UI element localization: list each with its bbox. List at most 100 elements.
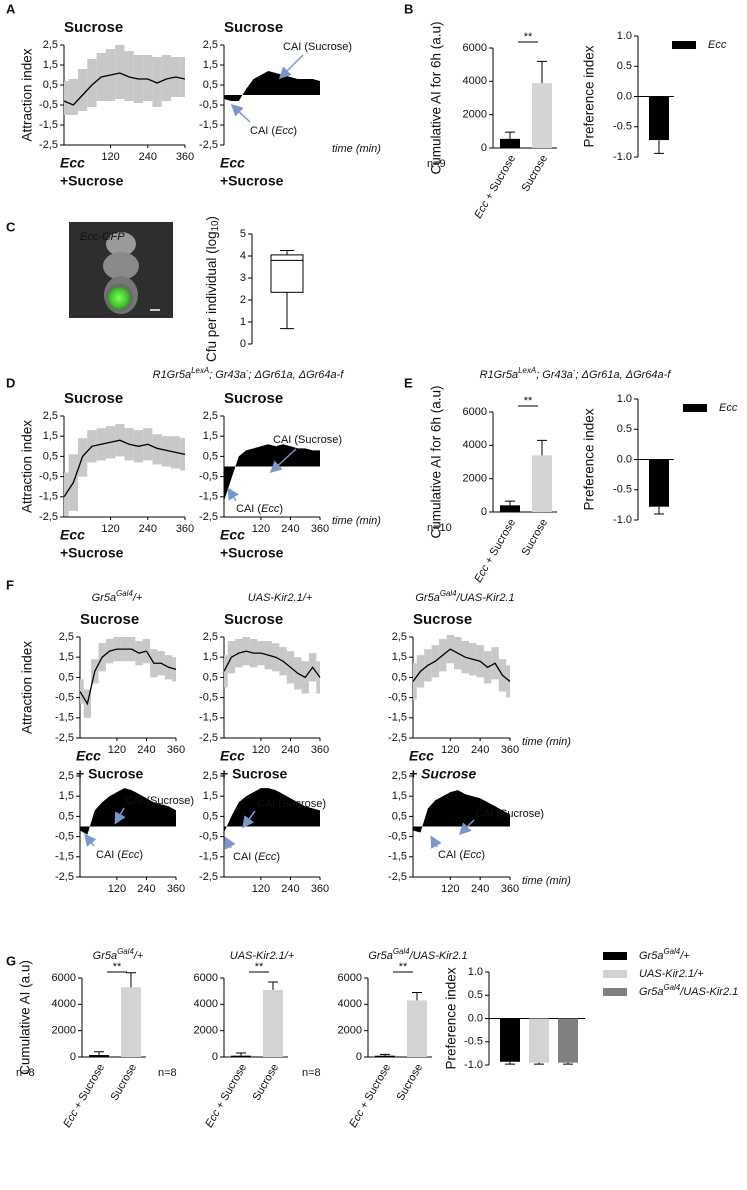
x-condition-label: +Sucrose <box>60 173 124 189</box>
x-tick-label: 240 <box>281 744 299 756</box>
annotation-part: CAI ( <box>250 125 275 137</box>
y-tick-label: 1.0 <box>468 966 483 978</box>
genotype-header-part: ; ΔGr61a, ΔGr64a-f <box>576 369 672 381</box>
genotype-header: R1Gr5aLexA; Gr43a-; ΔGr61a, ΔGr64a-f <box>480 366 672 381</box>
category-label: Sucrose <box>251 1062 282 1103</box>
genotype-header-part: Gr5a <box>368 950 392 962</box>
x-condition-label: + Sucrose <box>409 766 477 782</box>
y-tick-label: 2,5 <box>203 39 218 51</box>
legend-label: UAS-Kir2.1/+ <box>639 968 704 980</box>
y-tick-label: -2,5 <box>388 871 407 883</box>
x-tick-label: 360 <box>311 744 329 756</box>
legend-label-part: Ecc <box>719 402 738 414</box>
y-axis-label: Preference index <box>444 967 459 1069</box>
chart-title: Sucrose <box>224 611 283 628</box>
legend-label-part: Ecc <box>708 39 727 51</box>
y-tick-label: 4000 <box>463 75 487 87</box>
panel-label: F <box>6 577 14 592</box>
legend-label-part: /+ <box>679 950 690 962</box>
y-tick-label: -0,5 <box>388 692 407 704</box>
genotype-header-part: - <box>246 366 249 375</box>
bar <box>649 96 669 141</box>
y-tick-label: 2,5 <box>392 631 407 643</box>
genotype-header-part: LexA <box>518 366 536 375</box>
genotype-header-part: Gr5a <box>415 592 439 604</box>
mean-line <box>63 72 186 106</box>
annotation: CAI (Ecc) <box>438 849 485 861</box>
genotype-header-part: Gal4 <box>393 947 410 956</box>
bar <box>529 1018 549 1063</box>
panel-label: E <box>404 375 413 390</box>
box <box>270 254 304 293</box>
y-tick-label: -0.5 <box>613 121 632 133</box>
error-bar <box>563 1062 573 1065</box>
legend-label: Ecc <box>719 402 738 414</box>
y-axis-label-part: 10 <box>210 220 221 231</box>
category-label: Ecc + Sucrose <box>472 517 518 585</box>
y-tick-label: 0,5 <box>203 671 218 683</box>
sem-band <box>161 436 172 467</box>
y-tick-label: -0,5 <box>199 471 218 483</box>
y-tick-label: 2,5 <box>43 410 58 422</box>
y-tick-label: 0,5 <box>392 671 407 683</box>
y-tick-label: -1,5 <box>55 851 74 863</box>
category-label-part: + Sucrose <box>70 1062 107 1114</box>
y-tick-label: 4000 <box>194 998 218 1010</box>
y-tick-label: -2,5 <box>199 871 218 883</box>
annotation: CAI (Ecc) <box>233 851 280 863</box>
x-condition-label: +Sucrose <box>220 545 284 561</box>
bar <box>649 459 669 507</box>
y-tick-label: 2,5 <box>203 770 218 782</box>
genotype-header: Gr5aGal4/UAS-Kir2.1 <box>368 947 467 962</box>
bar <box>231 1055 251 1057</box>
legend-swatch <box>603 988 627 996</box>
bar <box>532 83 552 148</box>
x-condition-label: +Sucrose <box>220 173 284 189</box>
annotation: CAI (Sucrose) <box>125 795 194 807</box>
legend-swatch <box>603 952 627 960</box>
y-tick-label: -0,5 <box>388 831 407 843</box>
genotype-header-part: Gal4 <box>116 589 133 598</box>
error-bar <box>380 1053 390 1056</box>
sem-band <box>124 51 134 101</box>
error-bar <box>505 500 515 506</box>
x-tick-label: 120 <box>441 883 459 895</box>
annotation-part: CAI (Sucrose) <box>475 808 544 820</box>
significance: ** <box>255 961 264 973</box>
annotation-part: CAI ( <box>233 851 258 863</box>
genotype-header-part: Gr5a <box>93 950 117 962</box>
y-tick-label: 0,5 <box>59 810 74 822</box>
sem-band <box>64 472 69 517</box>
y-axis-label: Attraction index <box>20 420 35 513</box>
y-tick-label: -2,5 <box>199 511 218 523</box>
x-tick-label: 120 <box>252 744 270 756</box>
y-tick-label: 0.5 <box>617 423 632 435</box>
bar <box>375 1055 395 1057</box>
y-axis-label: Preference index <box>582 408 597 510</box>
annotation: CAI (Sucrose) <box>283 41 352 53</box>
panel-label: B <box>404 1 413 16</box>
y-tick-label: 2,5 <box>392 770 407 782</box>
y-tick-label: 6000 <box>194 972 218 984</box>
x-condition-label: Ecc <box>76 748 101 764</box>
sem-band <box>77 69 88 111</box>
chart-title: Sucrose <box>224 19 283 36</box>
y-tick-label: 1,5 <box>392 790 407 802</box>
y-axis-label-part: Cfu per individual (log <box>204 231 219 362</box>
genotype-header-part: UAS-Kir2.1/+ <box>248 592 313 604</box>
annotation-part: Ecc <box>258 851 277 863</box>
x-tick-label: 360 <box>167 883 185 895</box>
annotation-part: CAI (Sucrose) <box>273 434 342 446</box>
sem-band <box>64 81 69 115</box>
y-tick-label: -0,5 <box>199 831 218 843</box>
category-label: Sucrose <box>520 153 551 194</box>
legend-swatch <box>603 970 627 978</box>
y-tick-label: 0 <box>240 338 246 350</box>
genotype-header-part: UAS-Kir2.1/+ <box>230 950 295 962</box>
y-tick-label: 3 <box>240 272 246 284</box>
legend-label-part: UAS-Kir2.1/+ <box>639 968 704 980</box>
mean-line <box>412 648 511 682</box>
chart-title: Sucrose <box>64 19 123 36</box>
legend-label-part: Gr5a <box>639 950 663 962</box>
